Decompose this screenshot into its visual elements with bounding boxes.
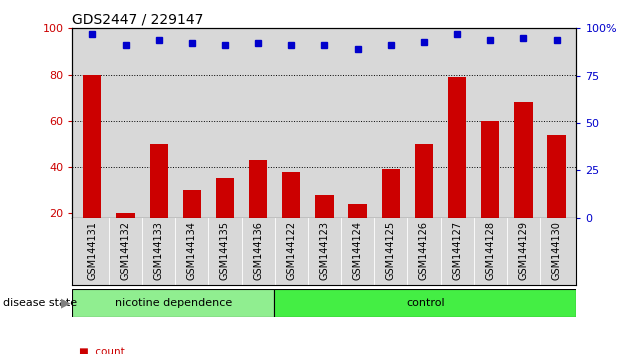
Text: nicotine dependence: nicotine dependence: [115, 298, 232, 308]
Text: ■  count: ■ count: [79, 347, 125, 354]
Bar: [274, 289, 576, 317]
Text: GSM144134: GSM144134: [187, 221, 197, 280]
Text: GSM144133: GSM144133: [154, 221, 164, 280]
Text: GDS2447 / 229147: GDS2447 / 229147: [72, 12, 204, 27]
Text: GSM144122: GSM144122: [286, 221, 296, 280]
Bar: [382, 169, 400, 259]
Text: GSM144123: GSM144123: [319, 221, 329, 280]
Text: disease state: disease state: [3, 298, 77, 308]
Bar: [149, 144, 168, 259]
Text: control: control: [406, 298, 445, 308]
Bar: [72, 289, 274, 317]
Text: GSM144124: GSM144124: [353, 221, 363, 280]
Text: GSM144136: GSM144136: [253, 221, 263, 280]
Text: GSM144132: GSM144132: [120, 221, 130, 280]
Bar: [183, 190, 201, 259]
Bar: [316, 195, 333, 259]
Text: GSM144135: GSM144135: [220, 221, 230, 280]
Bar: [448, 77, 466, 259]
Text: GSM144129: GSM144129: [518, 221, 529, 280]
Bar: [117, 213, 135, 259]
Bar: [514, 102, 532, 259]
Text: GSM144128: GSM144128: [485, 221, 495, 280]
Text: GSM144126: GSM144126: [419, 221, 429, 280]
Text: GSM144127: GSM144127: [452, 221, 462, 280]
Bar: [348, 204, 367, 259]
Text: ▶: ▶: [61, 296, 71, 309]
Bar: [282, 172, 301, 259]
Bar: [547, 135, 566, 259]
Bar: [216, 178, 234, 259]
Bar: [249, 160, 267, 259]
Bar: [481, 121, 500, 259]
Text: GSM144131: GSM144131: [88, 221, 98, 280]
Bar: [415, 144, 433, 259]
Text: GSM144125: GSM144125: [386, 221, 396, 280]
Text: GSM144130: GSM144130: [551, 221, 561, 280]
Bar: [83, 74, 101, 259]
